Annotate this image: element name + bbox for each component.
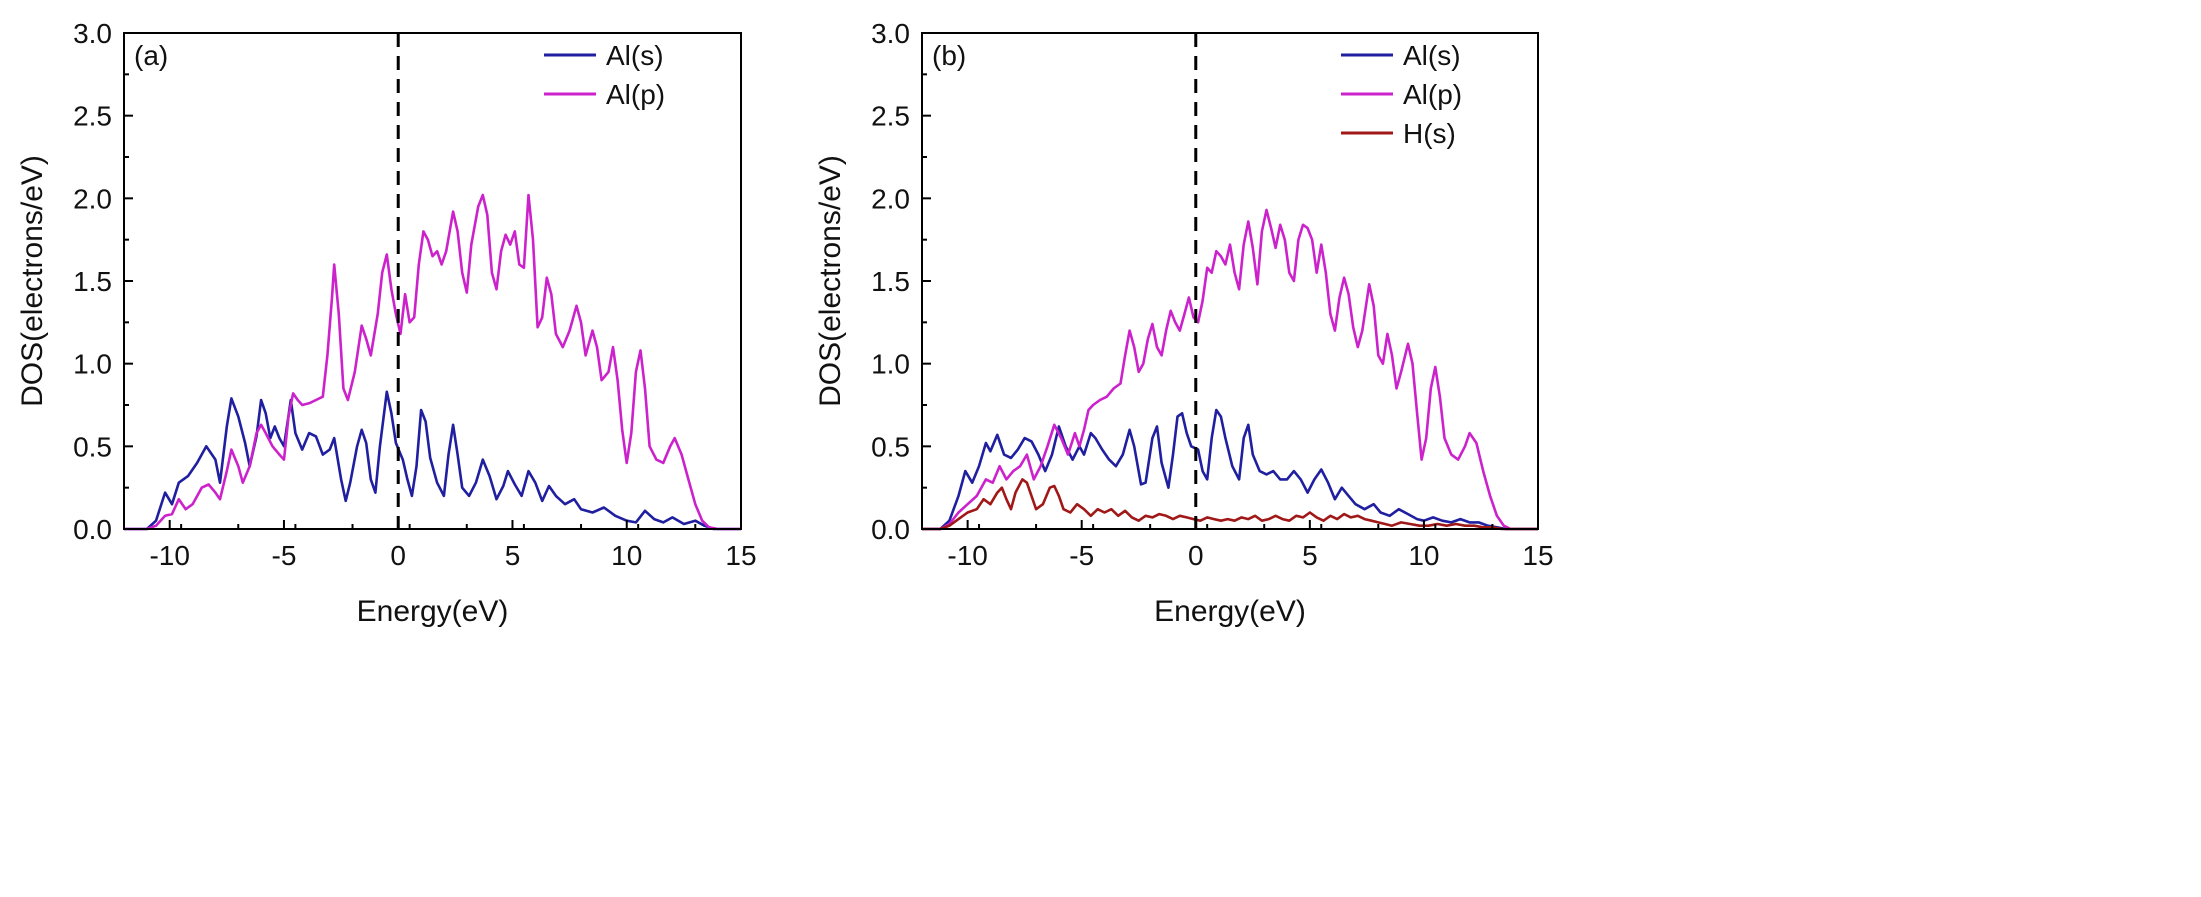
panel-a-legend-label-al-p: Al(p) — [606, 79, 665, 110]
panel-a-x-tick-label: 0 — [390, 540, 406, 571]
panel-a-y-ticks: 0.0 0.5 1.0 1.5 2.0 2.5 3.0 — [73, 18, 133, 545]
panel-b-y-tick-label: 3.0 — [871, 18, 910, 49]
panel-a-series-al-s-line — [124, 390, 741, 531]
panel-b-legend-label-h-s: H(s) — [1403, 118, 1456, 149]
panel-b-x-tick-label: -5 — [1069, 540, 1094, 571]
panel-a-series — [124, 193, 741, 531]
panel-a-series-al-p-line — [124, 193, 741, 531]
panel-b-series — [922, 208, 1538, 531]
panel-a-y-tick-label: 2.0 — [73, 183, 112, 214]
panel-a-y-tick-label: 3.0 — [73, 18, 112, 49]
panel-b-y-tick-label: 1.0 — [871, 349, 910, 380]
panel-b-x-tick-label: 0 — [1188, 540, 1204, 571]
panel-b-y-tick-label: 0.5 — [871, 431, 910, 462]
panel-b-series-al-s-line — [922, 408, 1538, 531]
panel-a-y-tick-label: 1.0 — [73, 349, 112, 380]
panel-a-x-tick-label: 10 — [611, 540, 642, 571]
panel-a-x-tick-label: 15 — [725, 540, 756, 571]
panel-a-x-tick-label: -5 — [272, 540, 297, 571]
panel-b-series-h-s-line — [922, 478, 1538, 531]
panel-a-legend: Al(s) Al(p) — [544, 40, 665, 110]
panel-b-label: (b) — [932, 40, 966, 71]
panel-a-x-tick-label: 5 — [505, 540, 521, 571]
panel-b-x-tick-label: 10 — [1408, 540, 1439, 571]
panel-b-dos-chart: -10 -5 0 5 10 15 0.0 0.5 1.0 1.5 2.0 2.5 3.0 (b) En… — [814, 18, 1554, 628]
panel-b-series-al-p-line — [922, 208, 1538, 531]
panel-a-y-axis-title: DOS(electrons/eV) — [16, 155, 49, 407]
panel-b-x-tick-label: -10 — [947, 540, 987, 571]
panel-a-dos-chart: -10 -5 0 5 10 15 0.0 0.5 1.0 1.5 2.0 2.5 3.0 (a) En… — [16, 18, 757, 628]
panel-b-y-tick-label: 2.0 — [871, 183, 910, 214]
panel-a-x-tick-label: -10 — [149, 540, 189, 571]
panel-b-x-ticks: -10 -5 0 5 10 15 — [921, 520, 1554, 571]
panel-b-y-tick-label: 0.0 — [871, 514, 910, 545]
panel-b-legend-label-al-p: Al(p) — [1403, 79, 1462, 110]
panel-a-y-tick-label: 2.5 — [73, 101, 112, 132]
panel-b-legend-label-al-s: Al(s) — [1403, 40, 1461, 71]
panel-a-y-tick-label: 0.5 — [73, 431, 112, 462]
panel-a-x-ticks: -10 -5 0 5 10 15 — [123, 520, 757, 571]
panel-b-y-axis-title: DOS(electrons/eV) — [814, 155, 847, 407]
panel-b-x-tick-label: 15 — [1522, 540, 1553, 571]
panel-a-legend-label-al-s: Al(s) — [606, 40, 664, 71]
panel-b-legend: Al(s) Al(p) H(s) — [1341, 40, 1462, 149]
panel-b-y-ticks: 0.0 0.5 1.0 1.5 2.0 2.5 3.0 — [871, 18, 931, 545]
panel-b-y-tick-label: 1.5 — [871, 266, 910, 297]
panel-a-label: (a) — [134, 40, 168, 71]
panel-b-x-tick-label: 5 — [1302, 540, 1318, 571]
panel-a-y-tick-label: 0.0 — [73, 514, 112, 545]
panel-b-y-tick-label: 2.5 — [871, 101, 910, 132]
panel-a-y-tick-label: 1.5 — [73, 266, 112, 297]
panel-b-x-axis-title: Energy(eV) — [1154, 595, 1306, 628]
panel-a-x-axis-title: Energy(eV) — [357, 595, 509, 628]
